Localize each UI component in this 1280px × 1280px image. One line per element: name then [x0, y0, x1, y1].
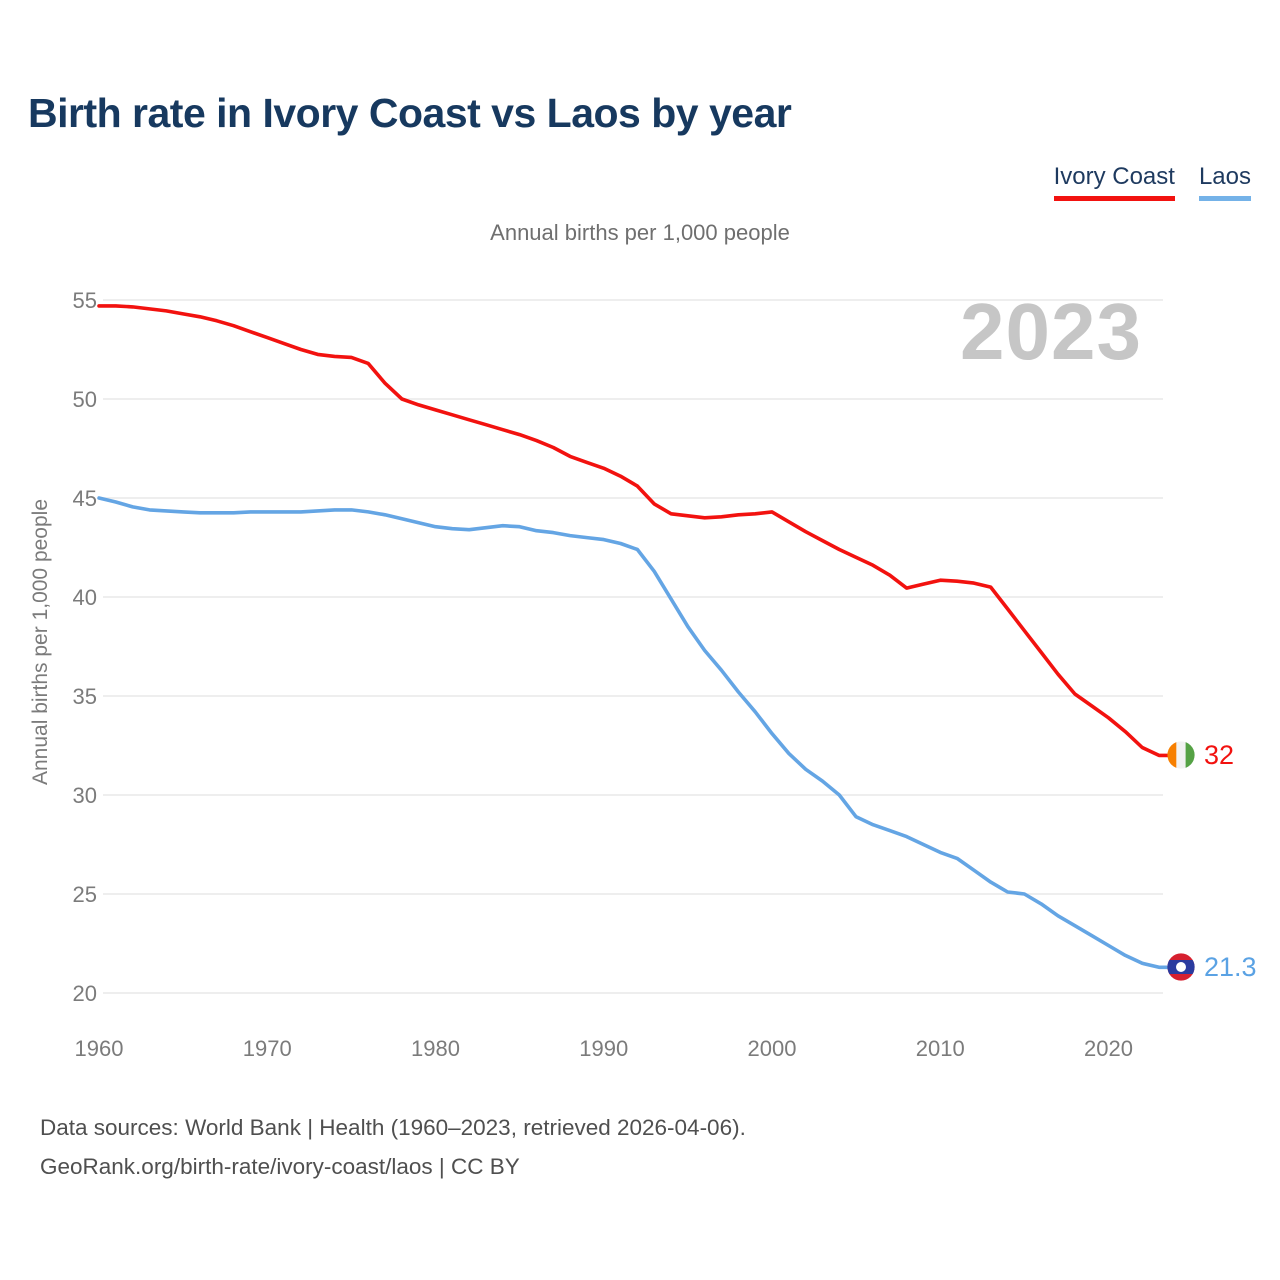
- svg-text:55: 55: [73, 288, 97, 313]
- end-value-ivory-coast: 32: [1204, 740, 1235, 770]
- svg-text:20: 20: [73, 981, 97, 1006]
- footer-sources-line: Data sources: World Bank | Health (1960–…: [40, 1115, 746, 1140]
- svg-text:1980: 1980: [411, 1036, 460, 1061]
- svg-text:30: 30: [73, 783, 97, 808]
- svg-text:2020: 2020: [1084, 1036, 1133, 1061]
- y-axis-title: Annual births per 1,000 people: [29, 498, 52, 786]
- watermark-year: 2023: [960, 287, 1142, 376]
- legend-item-laos[interactable]: Laos: [1198, 163, 1251, 201]
- end-value-laos: 21.3: [1204, 952, 1257, 982]
- legend-underline-ivory-coast: [1053, 196, 1175, 201]
- svg-text:2000: 2000: [748, 1036, 797, 1061]
- svg-text:35: 35: [73, 684, 97, 709]
- svg-text:50: 50: [73, 387, 97, 412]
- page-title: Birth rate in Ivory Coast vs Laos by yea…: [28, 90, 792, 136]
- svg-text:2010: 2010: [916, 1036, 965, 1061]
- legend-underline-laos: [1198, 196, 1251, 201]
- svg-text:1990: 1990: [579, 1036, 628, 1061]
- legend: Ivory Coast Laos: [1053, 163, 1251, 201]
- svg-text:40: 40: [73, 585, 97, 610]
- legend-label-laos: Laos: [1198, 163, 1251, 190]
- laos-flag-icon: [1167, 953, 1195, 981]
- svg-text:45: 45: [73, 486, 97, 511]
- chart-subtitle: Annual births per 1,000 people: [490, 220, 790, 245]
- svg-text:1970: 1970: [243, 1036, 292, 1061]
- legend-label-ivory-coast: Ivory Coast: [1053, 163, 1175, 190]
- legend-item-ivory-coast[interactable]: Ivory Coast: [1053, 163, 1175, 201]
- ivory-coast-flag-icon: [1167, 741, 1195, 769]
- svg-text:1960: 1960: [75, 1036, 124, 1061]
- footer-license-line: GeoRank.org/birth-rate/ivory-coast/laos …: [40, 1154, 520, 1179]
- footer-attribution: Data sources: World Bank | Health (1960–…: [40, 1108, 746, 1186]
- svg-text:25: 25: [73, 882, 97, 907]
